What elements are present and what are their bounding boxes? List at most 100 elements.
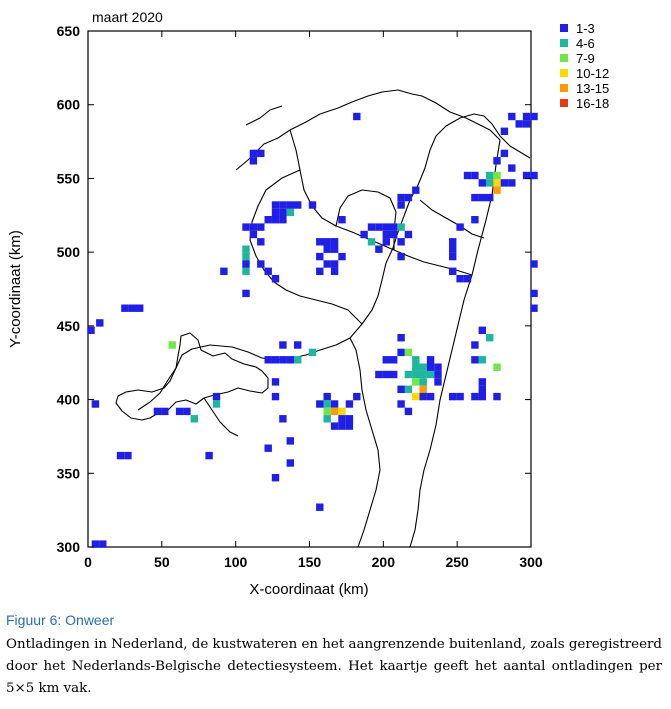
lightning-cell xyxy=(375,223,383,231)
lightning-cell xyxy=(323,238,331,246)
lightning-cell xyxy=(530,112,538,121)
lightning-cell xyxy=(478,326,486,334)
lightning-cell xyxy=(500,149,509,158)
x-tick-label: 50 xyxy=(154,554,170,570)
x-axis-label: X-coordinaat (km) xyxy=(249,581,368,598)
lightning-cell xyxy=(508,179,516,187)
legend-label: 16-18 xyxy=(576,96,609,111)
lightning-cell xyxy=(463,275,472,283)
lightning-cell xyxy=(493,186,501,194)
lightning-cell xyxy=(87,326,95,334)
lightning-cell xyxy=(91,400,100,408)
lightning-cell xyxy=(397,385,405,393)
lightning-cell xyxy=(508,112,516,121)
lightning-cell xyxy=(419,363,427,371)
legend-label: 13-15 xyxy=(576,81,609,96)
x-tick-label: 0 xyxy=(84,554,92,570)
lightning-cell xyxy=(412,378,420,386)
lightning-cell xyxy=(294,341,302,349)
lightning-cell xyxy=(471,341,479,349)
lightning-cell xyxy=(330,260,339,268)
lightning-cell xyxy=(397,348,405,357)
lightning-cell xyxy=(500,127,509,135)
lightning-cell xyxy=(434,378,442,386)
lightning-cell xyxy=(316,267,324,275)
lightning-cell xyxy=(153,407,162,416)
legend-swatch xyxy=(560,24,568,32)
lightning-cell xyxy=(449,392,457,401)
lightning-cell xyxy=(338,422,346,430)
y-tick-label: 600 xyxy=(57,97,81,113)
lightning-cell xyxy=(316,238,324,246)
lightning-cell xyxy=(522,112,531,121)
lightning-cell xyxy=(404,193,413,202)
lightning-cell xyxy=(486,179,494,187)
lightning-cell xyxy=(486,171,494,180)
lightning-cell xyxy=(404,348,413,357)
lightning-cell xyxy=(271,474,280,482)
lightning-cell xyxy=(404,230,413,239)
lightning-cell xyxy=(136,304,144,312)
lightning-cell xyxy=(279,341,287,349)
lightning-cell xyxy=(212,400,221,408)
lightning-cell xyxy=(412,370,420,379)
legend-label: 10-12 xyxy=(576,66,609,81)
lightning-cell xyxy=(522,171,531,180)
lightning-cell xyxy=(456,223,464,231)
lightning-cell xyxy=(375,245,383,253)
lightning-cell xyxy=(397,201,405,209)
lightning-cell xyxy=(242,289,250,298)
lightning-cell xyxy=(522,120,531,128)
lightning-cell xyxy=(471,193,479,202)
chart-title: maart 2020 xyxy=(92,9,163,25)
lightning-cell xyxy=(271,356,280,364)
lightning-cell xyxy=(286,459,294,467)
lightning-cell xyxy=(345,422,354,430)
lightning-cell xyxy=(121,304,129,312)
lightning-cell xyxy=(456,275,464,283)
lightning-cell xyxy=(323,407,331,416)
lightning-cell xyxy=(493,363,501,371)
lightning-cell xyxy=(478,392,486,401)
y-tick-label: 650 xyxy=(57,23,81,39)
lightning-cell xyxy=(286,437,294,445)
y-tick-label: 500 xyxy=(57,244,81,260)
lightning-cell xyxy=(249,230,258,239)
lightning-cell xyxy=(412,356,420,364)
lightning-cell xyxy=(279,216,287,224)
lightning-cell xyxy=(375,370,383,379)
lightning-cell xyxy=(500,179,509,187)
lightning-cell xyxy=(242,245,250,253)
lightning-cell xyxy=(271,216,280,224)
lightning-map-chart: 0 50 100 150 200 250 300 300 350 400 450 500 550 600 6… xyxy=(7,9,609,598)
x-tick-label: 250 xyxy=(445,554,469,570)
lightning-cell xyxy=(530,289,538,298)
lightning-cell xyxy=(99,540,107,548)
lightning-cell xyxy=(242,260,250,268)
lightning-cell xyxy=(508,164,516,172)
lightning-cell xyxy=(323,245,331,253)
lightning-cell xyxy=(271,208,280,217)
lightning-cell xyxy=(249,149,258,158)
lightning-cell xyxy=(404,370,413,379)
lightning-cell xyxy=(471,392,479,401)
lightning-cell xyxy=(323,400,331,408)
lightning-cell xyxy=(478,378,486,386)
lightning-cell xyxy=(345,400,354,408)
lightning-cell xyxy=(175,407,184,416)
lightning-cell xyxy=(397,400,405,408)
lightning-cell xyxy=(264,356,272,364)
lightning-cell xyxy=(478,385,486,393)
lightning-cell xyxy=(330,422,339,430)
lightning-cell xyxy=(249,223,258,231)
lightning-cell xyxy=(116,451,125,460)
lightning-cell xyxy=(330,267,339,275)
lightning-cell xyxy=(183,407,191,416)
lightning-cell xyxy=(515,120,523,128)
lightning-cell xyxy=(161,407,169,416)
lightning-cell xyxy=(419,378,427,386)
lightning-cell xyxy=(530,171,538,180)
lightning-cell xyxy=(478,356,486,364)
legend-swatch xyxy=(560,99,568,107)
